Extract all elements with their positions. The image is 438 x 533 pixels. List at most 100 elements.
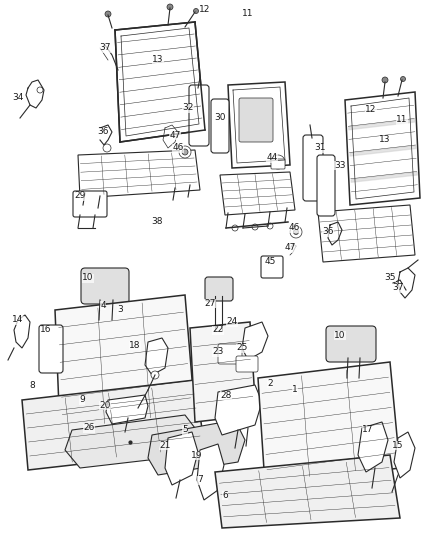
Polygon shape <box>148 420 245 475</box>
Circle shape <box>267 223 273 229</box>
Text: 6: 6 <box>222 490 228 499</box>
FancyBboxPatch shape <box>39 325 63 373</box>
Text: 12: 12 <box>199 5 211 14</box>
Text: 29: 29 <box>74 191 86 200</box>
Polygon shape <box>228 82 290 168</box>
Circle shape <box>400 77 406 82</box>
Text: 32: 32 <box>182 103 194 112</box>
FancyBboxPatch shape <box>81 268 129 304</box>
Text: 7: 7 <box>197 475 203 484</box>
FancyBboxPatch shape <box>189 85 209 146</box>
Circle shape <box>271 155 285 169</box>
Polygon shape <box>215 455 400 528</box>
FancyBboxPatch shape <box>239 98 273 142</box>
Text: 47: 47 <box>284 244 296 253</box>
FancyBboxPatch shape <box>326 326 376 362</box>
Circle shape <box>382 77 388 83</box>
FancyBboxPatch shape <box>317 155 335 216</box>
FancyBboxPatch shape <box>236 356 258 372</box>
Text: 26: 26 <box>83 424 95 432</box>
Text: 37: 37 <box>99 44 111 52</box>
Text: 18: 18 <box>129 341 141 350</box>
Text: 38: 38 <box>151 217 163 227</box>
FancyBboxPatch shape <box>261 256 283 278</box>
Text: 47: 47 <box>170 131 181 140</box>
Circle shape <box>194 9 198 13</box>
Circle shape <box>252 224 258 230</box>
Text: 11: 11 <box>242 10 254 19</box>
Text: 19: 19 <box>191 450 203 459</box>
FancyBboxPatch shape <box>205 277 233 301</box>
Text: 35: 35 <box>384 272 396 281</box>
Text: 30: 30 <box>214 114 226 123</box>
Polygon shape <box>165 432 198 485</box>
Circle shape <box>151 371 159 379</box>
Text: 31: 31 <box>314 143 326 152</box>
Text: 45: 45 <box>264 257 276 266</box>
Text: 22: 22 <box>212 326 224 335</box>
Text: 16: 16 <box>40 326 52 335</box>
Text: 36: 36 <box>322 228 334 237</box>
Circle shape <box>37 87 43 93</box>
Text: 27: 27 <box>204 298 215 308</box>
Text: 28: 28 <box>220 391 232 400</box>
Polygon shape <box>394 432 415 478</box>
Circle shape <box>179 146 191 158</box>
Polygon shape <box>106 395 148 424</box>
Text: 44: 44 <box>266 154 278 163</box>
Polygon shape <box>65 415 198 468</box>
Polygon shape <box>242 322 268 360</box>
Text: 46: 46 <box>172 143 184 152</box>
Text: 13: 13 <box>379 135 391 144</box>
Polygon shape <box>55 295 195 432</box>
Polygon shape <box>78 150 200 198</box>
Polygon shape <box>318 205 415 262</box>
FancyBboxPatch shape <box>218 344 242 364</box>
Text: 3: 3 <box>117 305 123 314</box>
Text: 5: 5 <box>182 425 188 434</box>
Circle shape <box>290 226 302 238</box>
Polygon shape <box>14 315 30 348</box>
Text: 21: 21 <box>159 440 171 449</box>
Text: 17: 17 <box>362 425 374 434</box>
Text: 12: 12 <box>365 106 377 115</box>
Text: 1: 1 <box>292 385 298 394</box>
Text: 23: 23 <box>212 348 224 357</box>
Circle shape <box>103 144 111 152</box>
Circle shape <box>293 230 299 235</box>
Text: 11: 11 <box>396 116 408 125</box>
Text: 36: 36 <box>97 127 109 136</box>
Polygon shape <box>22 380 205 470</box>
Polygon shape <box>145 338 168 375</box>
Text: 10: 10 <box>82 273 94 282</box>
FancyBboxPatch shape <box>73 191 107 217</box>
Text: 2: 2 <box>267 378 273 387</box>
Text: 24: 24 <box>226 318 238 327</box>
FancyBboxPatch shape <box>271 159 285 169</box>
Text: 20: 20 <box>99 400 111 409</box>
Text: 46: 46 <box>288 223 300 232</box>
Polygon shape <box>190 322 256 422</box>
Circle shape <box>105 11 111 17</box>
Text: 8: 8 <box>29 381 35 390</box>
Polygon shape <box>197 444 224 500</box>
Text: 37: 37 <box>392 284 404 293</box>
Polygon shape <box>220 172 295 215</box>
Text: 34: 34 <box>12 93 24 102</box>
Text: 10: 10 <box>334 330 346 340</box>
Text: 15: 15 <box>392 440 404 449</box>
Text: 14: 14 <box>12 316 24 325</box>
Polygon shape <box>345 92 420 205</box>
Text: 9: 9 <box>79 395 85 405</box>
Circle shape <box>182 149 188 155</box>
FancyBboxPatch shape <box>303 135 323 201</box>
FancyBboxPatch shape <box>211 99 229 153</box>
Circle shape <box>167 4 173 10</box>
Polygon shape <box>258 362 400 485</box>
Polygon shape <box>358 422 388 472</box>
Text: 33: 33 <box>334 160 346 169</box>
Polygon shape <box>215 385 262 435</box>
Text: 25: 25 <box>237 343 247 352</box>
Polygon shape <box>115 22 205 142</box>
Text: 13: 13 <box>152 55 164 64</box>
